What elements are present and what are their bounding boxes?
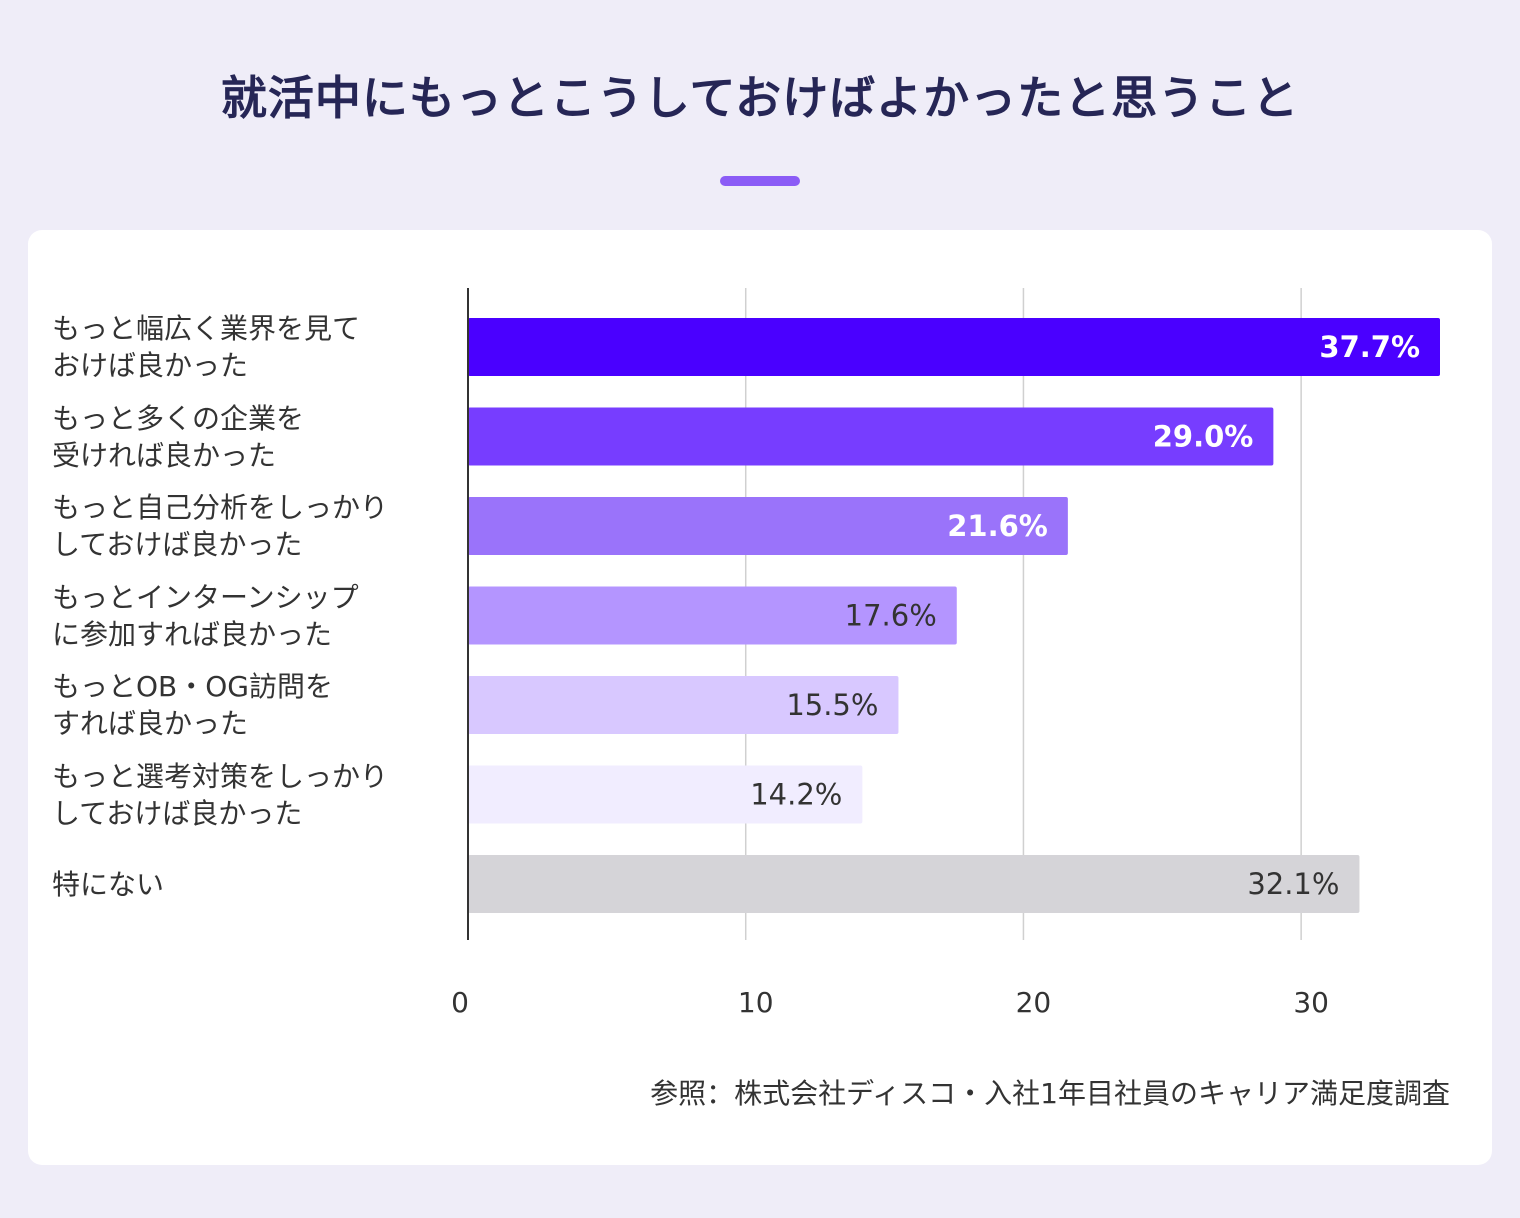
data-label: 17.6% bbox=[845, 599, 937, 633]
x-tick-label: 20 bbox=[1016, 986, 1052, 1019]
data-label: 15.5% bbox=[786, 688, 878, 722]
data-label: 21.6% bbox=[947, 509, 1048, 543]
bar bbox=[468, 497, 1068, 555]
category-label: もっと自己分析をしっかり しておけば良かった bbox=[52, 491, 389, 561]
x-tick-label: 10 bbox=[738, 986, 774, 1019]
bar bbox=[468, 586, 957, 645]
category-label: もっとインターンシップ に参加すれば良かった bbox=[52, 580, 359, 651]
bar bbox=[468, 855, 1360, 913]
chart-title: 就活中にもっとこうしておけばよかったと思うこと bbox=[220, 71, 1300, 125]
data-label: 29.0% bbox=[1153, 420, 1254, 454]
source-note: 参照：株式会社ディスコ・入社1年目社員のキャリア満足度調査 bbox=[650, 1077, 1450, 1110]
x-tick-label: 30 bbox=[1293, 986, 1329, 1019]
x-tick-label: 0 bbox=[451, 986, 469, 1019]
category-label: もっとOB・OG訪問を すれば良かった bbox=[52, 670, 333, 740]
data-label: 14.2% bbox=[750, 778, 842, 812]
category-label: もっと多くの企業を 受ければ良かった bbox=[52, 401, 305, 472]
category-label: もっと選考対策をしっかり しておけば良かった bbox=[52, 759, 389, 830]
category-label: 特にない bbox=[52, 867, 165, 901]
data-label: 37.7% bbox=[1319, 330, 1420, 364]
data-label: 32.1% bbox=[1247, 867, 1339, 901]
bar bbox=[468, 676, 899, 734]
bar bbox=[468, 407, 1274, 466]
bar bbox=[468, 318, 1440, 376]
title-accent-bar bbox=[720, 176, 800, 186]
category-label: もっと幅広く業界を見て おけば良かった bbox=[52, 312, 361, 382]
bar bbox=[468, 765, 863, 824]
